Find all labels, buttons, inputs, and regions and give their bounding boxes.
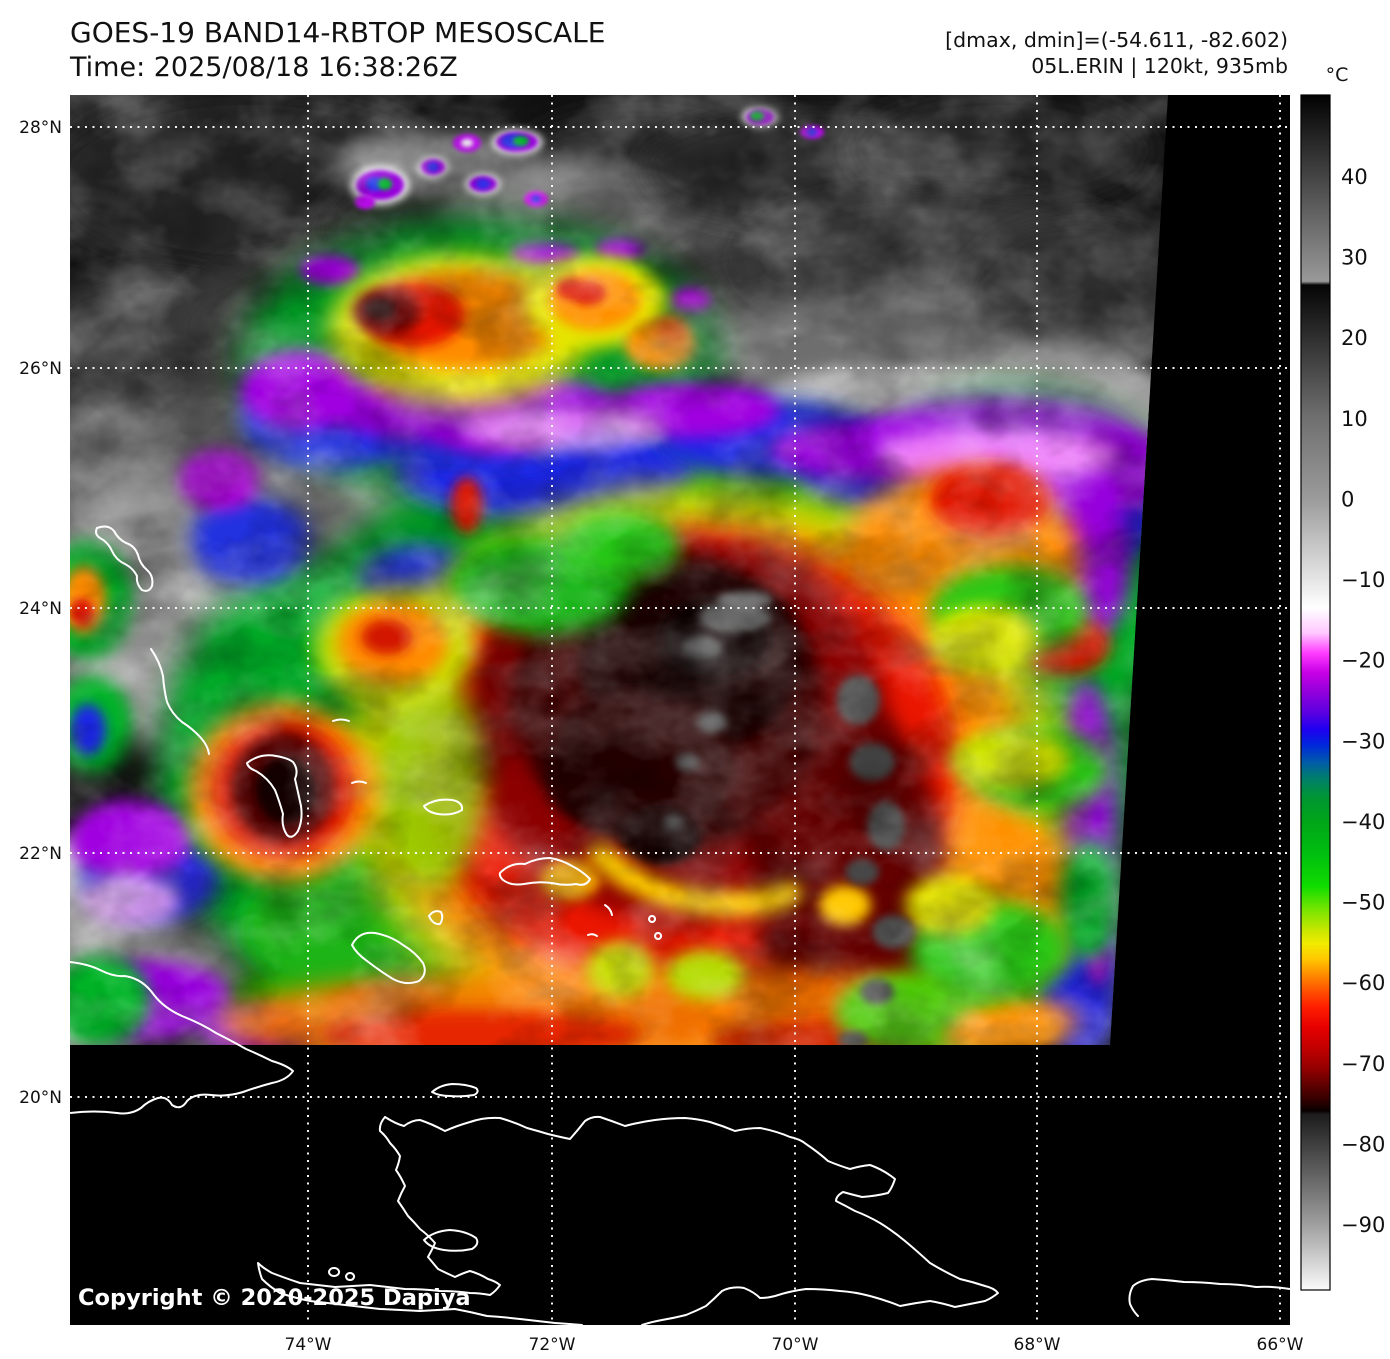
colorbar bbox=[1300, 94, 1331, 1291]
coastlines bbox=[70, 525, 1290, 1325]
colorbar-tick-label: −10 bbox=[1341, 568, 1385, 592]
coastline-path bbox=[384, 1115, 999, 1325]
copyright-label: Copyright © 2020-2025 Dapiya bbox=[78, 1285, 471, 1311]
lat-tick-label: 26°N bbox=[19, 359, 62, 379]
coastline-path bbox=[328, 1267, 341, 1277]
range-annotation: [dmax, dmin]=(-54.611, -82.602) bbox=[945, 28, 1288, 52]
axis-tick-labels: 28°N 26°N 24°N 22°N 20°N 74°W 72°W 70°W 68°W 66°W bbox=[19, 118, 1304, 1355]
colorbar-tick-label: −20 bbox=[1341, 649, 1385, 673]
coastline-path bbox=[498, 857, 591, 886]
colorbar-tick-label: −90 bbox=[1341, 1213, 1385, 1237]
colorbar-tick-label: −60 bbox=[1341, 971, 1385, 995]
coastline-path bbox=[351, 780, 367, 784]
coastline-path bbox=[587, 933, 598, 937]
storm-annotation: 05L.ERIN | 120kt, 935mb bbox=[1031, 54, 1288, 79]
coastline-path bbox=[428, 910, 444, 926]
colorbar-tick-label: −70 bbox=[1341, 1052, 1385, 1076]
coastline-path bbox=[95, 525, 154, 592]
lon-tick-label: 66°W bbox=[1257, 1335, 1304, 1355]
colorbar-tick-label: 0 bbox=[1341, 487, 1354, 511]
coastline-path bbox=[345, 1272, 356, 1281]
coastline-path bbox=[246, 754, 303, 838]
colorbar-tick-label: 40 bbox=[1341, 165, 1368, 189]
lon-tick-label: 72°W bbox=[529, 1335, 576, 1355]
cloud-texture-overlay bbox=[70, 95, 1168, 1045]
plot-title: GOES-19 BAND14-RBTOP MESOSCALE bbox=[70, 16, 605, 49]
lat-tick-label: 22°N bbox=[19, 844, 62, 864]
latlon-grid bbox=[70, 95, 1290, 1325]
coastline-path bbox=[1128, 1278, 1290, 1317]
coastline-path bbox=[332, 718, 350, 722]
lat-tick-label: 24°N bbox=[19, 599, 62, 619]
coastline-path bbox=[604, 904, 613, 916]
lat-tick-label: 20°N bbox=[19, 1088, 62, 1108]
plot-time: Time: 2025/08/18 16:38:26Z bbox=[69, 52, 458, 83]
coastline-path bbox=[423, 1229, 479, 1252]
coastline-path bbox=[431, 1083, 479, 1098]
lon-tick-label: 68°W bbox=[1014, 1335, 1061, 1355]
coastline-path bbox=[423, 798, 464, 816]
colorbar-tick-label: −40 bbox=[1341, 810, 1385, 834]
coastline-path bbox=[70, 961, 294, 1115]
coastline-path bbox=[648, 915, 657, 923]
coastline-path bbox=[257, 1116, 583, 1325]
colorbar-tick-labels: 40 30 20 10 0 −10 −20 −30 −40 −50 −60 −70 −80 −90 bbox=[1341, 165, 1385, 1237]
coastline-path bbox=[654, 932, 663, 940]
lon-tick-label: 74°W bbox=[285, 1335, 332, 1355]
colorbar-unit-label: °C bbox=[1326, 64, 1349, 86]
colorbar-tick-label: 20 bbox=[1341, 326, 1368, 350]
lon-tick-label: 70°W bbox=[772, 1335, 819, 1355]
colorbar-tick-label: −80 bbox=[1341, 1132, 1385, 1156]
coastline-path bbox=[150, 648, 210, 755]
colorbar-tick-label: −50 bbox=[1341, 890, 1385, 914]
coastline-path bbox=[351, 931, 426, 985]
colorbar-tick-label: 30 bbox=[1341, 246, 1368, 270]
colorbar-tick-label: −30 bbox=[1341, 729, 1385, 753]
lat-tick-label: 28°N bbox=[19, 118, 62, 138]
colorbar-tick-label: 10 bbox=[1341, 407, 1368, 431]
